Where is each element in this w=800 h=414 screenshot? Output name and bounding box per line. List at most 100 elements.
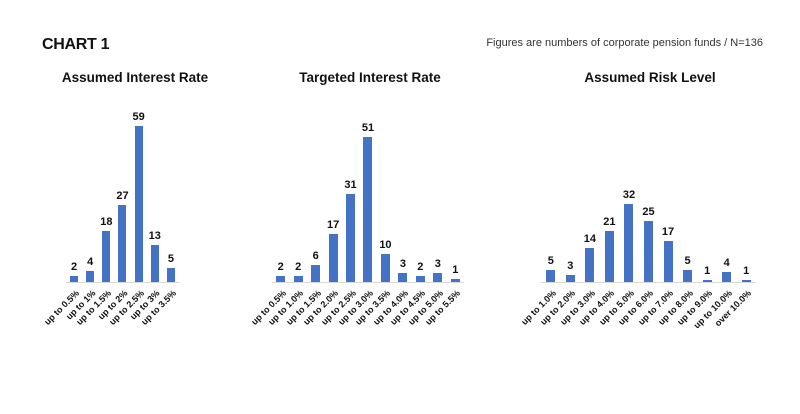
bar — [276, 276, 286, 282]
bar — [722, 272, 732, 282]
plot-area: 2 4 18 27 59 13 5 — [66, 112, 179, 283]
chart-assumed-interest-rate: Assumed Interest Rate 2 4 18 27 59 13 5 up to … — [30, 70, 240, 360]
bar-value-label: 27 — [116, 190, 129, 202]
bar-value-label: 59 — [132, 111, 145, 123]
bar-group: 17 — [658, 112, 678, 282]
bar-group: 13 — [147, 112, 163, 282]
bar-group: 5 — [541, 112, 561, 282]
bar — [702, 280, 712, 282]
bar-value-label: 4 — [87, 256, 94, 268]
bar-group: 10 — [377, 112, 394, 282]
x-axis-labels: up to 1.0% up to 2.0% up to 3.0% up to 4.0%… — [519, 283, 756, 343]
bar-value-label: 4 — [723, 257, 730, 269]
note-text: Figures are numbers of corporate pension… — [486, 37, 763, 49]
bar-value-label: 2 — [417, 261, 424, 273]
bar — [346, 194, 356, 282]
bar-value-label: 14 — [583, 233, 596, 245]
bar-value-label: 5 — [684, 255, 691, 267]
bar — [683, 270, 693, 282]
bar — [585, 248, 595, 282]
bar — [166, 268, 175, 282]
bar — [624, 204, 634, 282]
bar-group: 1 — [447, 112, 464, 282]
bar-group: 25 — [639, 112, 659, 282]
bar-value-label: 25 — [642, 206, 655, 218]
bar-group: 2 — [412, 112, 429, 282]
bar-value-label: 21 — [603, 216, 616, 228]
bar-group: 1 — [697, 112, 717, 282]
bar — [663, 241, 673, 282]
plot-area: 2 2 6 17 31 51 10 3 2 3 1 — [272, 112, 464, 283]
x-axis-labels: up to 0.5% up to 1% up to 1.5% up to 2% up t… — [42, 283, 179, 343]
bar — [311, 265, 321, 282]
bar-value-label: 1 — [452, 264, 459, 276]
bar — [546, 270, 556, 282]
bar-value-label: 2 — [277, 261, 284, 273]
bar-group: 4 — [82, 112, 98, 282]
bar-value-label: 5 — [167, 253, 174, 265]
bar — [433, 273, 443, 282]
bar-value-label: 2 — [295, 261, 302, 273]
bar-group: 3 — [561, 112, 581, 282]
chart-title: Targeted Interest Rate — [299, 70, 441, 85]
bar-group: 51 — [359, 112, 376, 282]
bar-value-label: 13 — [148, 230, 161, 242]
bar-group: 31 — [342, 112, 359, 282]
bar — [150, 245, 159, 282]
bar-group: 32 — [619, 112, 639, 282]
bar-value-label: 32 — [622, 189, 636, 201]
bar — [102, 231, 111, 282]
bar-group: 5 — [678, 112, 698, 282]
bar-group: 2 — [272, 112, 289, 282]
bar-value-label: 18 — [100, 216, 113, 228]
bar — [70, 276, 79, 282]
chart-title: Assumed Interest Rate — [61, 70, 209, 85]
bar-group: 21 — [600, 112, 620, 282]
chart-title: Assumed Risk Level — [584, 70, 716, 85]
bar-value-label: 51 — [361, 122, 375, 134]
bar — [604, 231, 614, 282]
bar-value-label: 5 — [547, 255, 554, 267]
bar — [398, 273, 408, 282]
bar-value-label: 6 — [312, 250, 319, 262]
bar-value-label: 17 — [661, 226, 675, 238]
bar — [86, 271, 95, 282]
bar-group: 3 — [394, 112, 411, 282]
plot-area: 5 3 14 21 32 25 17 5 1 4 1 — [541, 112, 756, 283]
bar-group: 6 — [307, 112, 324, 282]
bar — [380, 254, 390, 282]
bar — [741, 280, 751, 282]
bar — [134, 126, 143, 282]
bar-value-label: 3 — [567, 260, 574, 272]
bar — [450, 279, 460, 282]
bar — [363, 137, 373, 282]
bar-group: 1 — [736, 112, 756, 282]
bar-value-label: 10 — [379, 239, 392, 251]
bar-group: 3 — [429, 112, 446, 282]
bar-group: 4 — [717, 112, 737, 282]
bar — [328, 234, 338, 282]
bar-group: 14 — [580, 112, 600, 282]
bar-group: 17 — [324, 112, 341, 282]
chart-assumed-risk-level: Assumed Risk Level 5 3 14 21 32 25 17 5 1 4 1 up t… — [519, 70, 775, 360]
page-title: CHART 1 — [42, 36, 110, 53]
chart-targeted-interest-rate: Targeted Interest Rate 2 2 6 17 31 51 10 3 2 3 1 u… — [249, 70, 485, 360]
bar-group: 2 — [289, 112, 306, 282]
bar — [293, 276, 303, 282]
bar — [118, 205, 127, 282]
bar-value-label: 1 — [704, 265, 711, 277]
bar — [644, 221, 653, 282]
bar-group: 18 — [98, 112, 114, 282]
bar-group: 5 — [163, 112, 179, 282]
bar-value-label: 3 — [399, 258, 406, 270]
bar-group: 27 — [114, 112, 130, 282]
bar-group: 59 — [131, 112, 147, 282]
bar-value-label: 2 — [71, 261, 78, 273]
x-axis-labels: up to 0.5% up to 1.0% up to 1.5% up to 2.0%… — [249, 283, 464, 343]
bar-value-label: 3 — [434, 258, 441, 270]
bar-value-label: 17 — [326, 219, 340, 231]
bar — [415, 276, 425, 282]
bar-group: 2 — [66, 112, 82, 282]
bar-value-label: 31 — [344, 179, 357, 191]
